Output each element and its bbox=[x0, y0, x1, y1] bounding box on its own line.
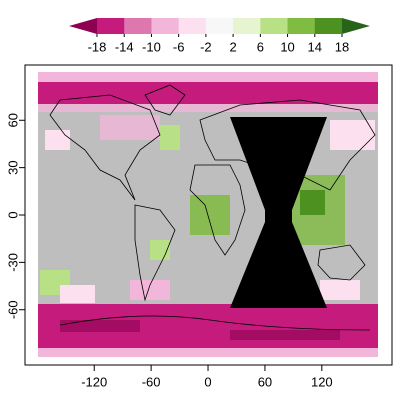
colorbar-tick-label: 18 bbox=[335, 39, 349, 54]
colorbar-swatch bbox=[314, 18, 343, 34]
anomaly-patch bbox=[330, 120, 375, 150]
anomaly-patch bbox=[190, 195, 230, 235]
colorbar-tick-label: 6 bbox=[257, 39, 264, 54]
anomaly-patch bbox=[300, 190, 325, 215]
map-layer bbox=[38, 72, 378, 357]
colorbar-tick-label: -6 bbox=[173, 39, 185, 54]
arctic-band bbox=[38, 82, 378, 104]
y-tick-label: -60 bbox=[5, 300, 20, 319]
colorbar-end bbox=[69, 18, 97, 34]
anomaly-patch bbox=[45, 130, 70, 150]
colorbar-swatch bbox=[124, 18, 152, 34]
x-tick-label: -120 bbox=[81, 374, 107, 389]
antarctic-band bbox=[230, 330, 340, 340]
y-tick-label: -30 bbox=[5, 253, 20, 272]
colorbar-tick-label: -14 bbox=[115, 39, 134, 54]
colorbar-tick-label: -2 bbox=[200, 39, 212, 54]
colorbar-swatch bbox=[205, 18, 234, 34]
antarctic-band bbox=[60, 320, 140, 332]
x-tick-label: 0 bbox=[204, 374, 211, 389]
colorbar-swatch bbox=[151, 18, 180, 34]
colorbar-tick-label: -18 bbox=[88, 39, 107, 54]
anomaly-patch bbox=[320, 280, 360, 300]
colorbar-tick-label: 10 bbox=[280, 39, 294, 54]
anomaly-patch bbox=[60, 285, 95, 303]
colorbar-swatch bbox=[287, 18, 316, 34]
arctic-band bbox=[38, 104, 378, 112]
colorbar-swatch bbox=[178, 18, 207, 34]
colorbar-tick-label: 14 bbox=[308, 39, 322, 54]
colorbar-swatch bbox=[97, 18, 125, 34]
arctic-band bbox=[38, 72, 378, 82]
anomaly-patch bbox=[130, 280, 170, 300]
x-tick-label: -60 bbox=[142, 374, 161, 389]
colorbar: -18 -14 -10 -6 -2 2 6 10 14 18 bbox=[69, 18, 370, 54]
anomaly-patch bbox=[100, 115, 160, 140]
colorbar-swatch bbox=[260, 18, 289, 34]
colorbar-end bbox=[342, 18, 370, 34]
x-tick-label: 120 bbox=[311, 374, 333, 389]
colorbar-swatch bbox=[233, 18, 261, 34]
y-tick-label: 60 bbox=[5, 113, 20, 127]
y-tick-label: 0 bbox=[5, 211, 20, 218]
colorbar-tick-label: -10 bbox=[142, 39, 161, 54]
y-tick-label: 30 bbox=[5, 160, 20, 174]
antarctic-band bbox=[38, 348, 378, 357]
x-tick-label: 60 bbox=[258, 374, 272, 389]
coastlines bbox=[49, 84, 376, 331]
anomaly-patch bbox=[160, 125, 180, 150]
colorbar-tick-label: 2 bbox=[229, 39, 236, 54]
